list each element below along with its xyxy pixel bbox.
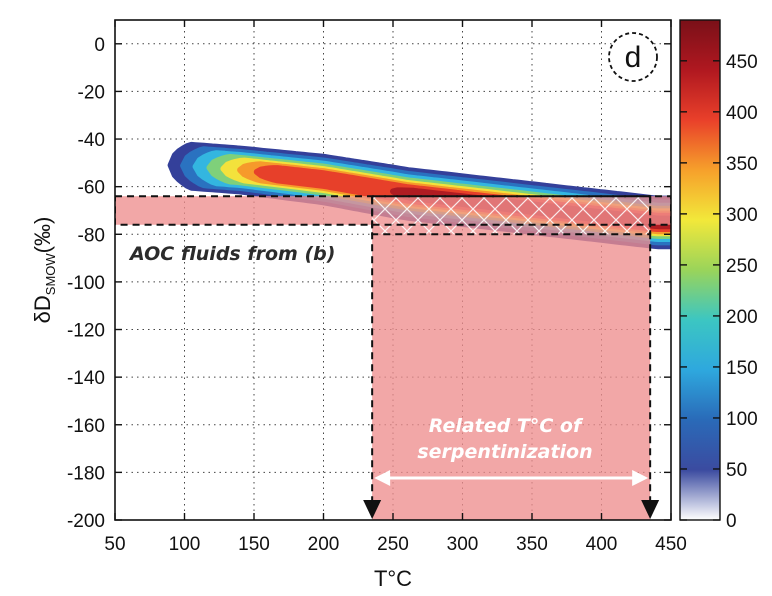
colorbar xyxy=(679,19,721,521)
hatched-overlap xyxy=(372,196,651,235)
range-arrow-head-right xyxy=(632,470,649,486)
temperature-range-arrows xyxy=(363,470,660,519)
x-tick-label: 350 xyxy=(516,534,548,555)
colorbar-tick-label: 400 xyxy=(726,103,758,124)
y-tick-label: -140 xyxy=(67,368,105,389)
x-tick-label: 250 xyxy=(377,534,409,555)
serpentinization-label-line2: serpentinization xyxy=(417,441,592,463)
down-arrow-head xyxy=(363,500,382,519)
range-arrow-head-left xyxy=(374,470,391,486)
down-arrow-head xyxy=(641,500,660,519)
x-tick-label: 150 xyxy=(238,534,270,555)
colorbar-tick-label: 250 xyxy=(726,256,758,277)
panel-label-circle xyxy=(608,32,658,82)
colorbar-tick-label: 100 xyxy=(726,409,758,430)
x-tick-label: 300 xyxy=(447,534,479,555)
colorbar-tick-label: 50 xyxy=(726,460,747,481)
y-tick-label: -100 xyxy=(67,273,105,294)
x-axis-title: T°C xyxy=(374,566,412,591)
y-axis-title-unit: (‰) xyxy=(30,217,55,254)
serpentinization-area xyxy=(372,224,651,520)
overlap-box-outline xyxy=(371,195,652,236)
colorbar-tick-label: 150 xyxy=(726,358,758,379)
y-tick-label: -20 xyxy=(78,82,105,103)
colorbar-tick-label: 450 xyxy=(726,52,758,73)
y-tick-label: -80 xyxy=(78,225,105,246)
x-tick-label: 200 xyxy=(308,534,340,555)
axis-ticks xyxy=(114,20,672,521)
colorbar-tick-label: 200 xyxy=(726,307,758,328)
serpentinization-label-line1: Related T°C of xyxy=(429,415,584,437)
x-tick-label: 50 xyxy=(104,534,125,555)
colorbar-ticks: 0 50 100 150 200 250 300 350 400 450 xyxy=(680,52,758,532)
y-axis-title-subscript: SMOW xyxy=(43,253,58,296)
y-tick-labels: 0 -20 -40 -60 -80 -100 -120 -140 -160 -180 -200 xyxy=(67,35,105,532)
y-tick-label: -120 xyxy=(67,321,105,342)
aoc-fluids-label: AOC fluids from (b) xyxy=(128,243,335,265)
y-axis-title-main: δD xyxy=(30,295,55,323)
y-tick-label: -160 xyxy=(67,416,105,437)
dashed-outlines xyxy=(115,195,671,506)
x-tick-label: 400 xyxy=(586,534,618,555)
panel-label: d xyxy=(625,41,642,74)
y-tick-label: -180 xyxy=(67,463,105,484)
colorbar-tick-label: 0 xyxy=(726,511,737,532)
y-tick-label: 0 xyxy=(94,35,105,56)
y-tick-label: -200 xyxy=(67,511,105,532)
colorbar-tick-label: 350 xyxy=(726,154,758,175)
colorbar-tick-label: 300 xyxy=(726,205,758,226)
y-tick-label: -40 xyxy=(78,130,105,151)
y-tick-label: -60 xyxy=(78,178,105,199)
y-axis-title: δDSMOW(‰) xyxy=(30,217,58,324)
aoc-band-outline xyxy=(115,195,671,226)
x-tick-labels: 50 100 150 200 250 300 350 400 450 xyxy=(104,534,686,555)
x-tick-label: 100 xyxy=(169,534,201,555)
x-tick-label: 450 xyxy=(655,534,687,555)
